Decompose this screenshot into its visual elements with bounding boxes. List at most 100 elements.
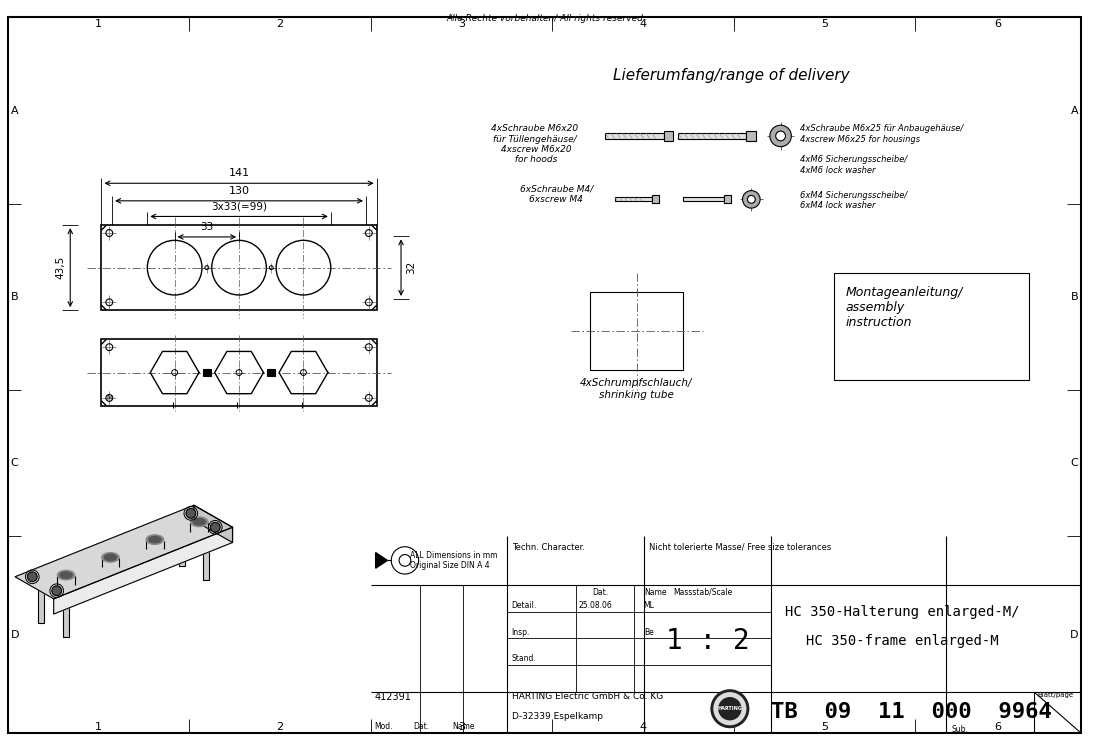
Bar <box>679 133 747 139</box>
Ellipse shape <box>102 553 119 562</box>
Circle shape <box>748 196 756 203</box>
Text: Alle Rechte vorbehalten/ All rights reserved: Alle Rechte vorbehalten/ All rights rese… <box>446 14 643 23</box>
Text: 5: 5 <box>821 19 828 28</box>
Text: B: B <box>1070 292 1078 302</box>
Polygon shape <box>194 506 232 542</box>
Circle shape <box>770 125 791 147</box>
Ellipse shape <box>148 536 162 544</box>
Bar <box>268 369 276 376</box>
Bar <box>38 589 45 622</box>
Bar <box>652 196 658 203</box>
Text: D: D <box>10 629 19 640</box>
Text: A: A <box>11 106 19 116</box>
Text: Techn. Character.: Techn. Character. <box>512 543 585 552</box>
Text: 2: 2 <box>277 722 283 732</box>
Ellipse shape <box>192 518 206 526</box>
Text: 4: 4 <box>639 722 646 732</box>
Text: M: M <box>106 395 113 401</box>
Circle shape <box>51 586 61 596</box>
Text: Massstab/Scale: Massstab/Scale <box>673 588 732 597</box>
Circle shape <box>719 697 741 721</box>
Bar <box>203 369 211 376</box>
Text: 1: 1 <box>95 722 102 732</box>
Text: Name: Name <box>452 722 474 730</box>
Circle shape <box>28 572 37 582</box>
Bar <box>203 546 210 580</box>
Text: 141: 141 <box>229 169 250 178</box>
Ellipse shape <box>146 535 164 544</box>
Text: C: C <box>11 458 19 468</box>
Text: HARTING: HARTING <box>718 706 742 711</box>
Text: 33: 33 <box>200 222 213 232</box>
Text: Nicht tolerierte Masse/ Free size tolerances: Nicht tolerierte Masse/ Free size tolera… <box>648 543 831 552</box>
Text: 1: 1 <box>95 19 102 28</box>
Text: TB  09  11  000  9964: TB 09 11 000 9964 <box>771 702 1051 721</box>
Text: Blatt/page: Blatt/page <box>1037 692 1074 698</box>
Text: A: A <box>1070 106 1078 116</box>
Text: Sub.: Sub. <box>951 724 969 734</box>
Text: ML: ML <box>644 601 654 610</box>
Circle shape <box>742 190 760 208</box>
Text: Name: Name <box>644 588 667 597</box>
Bar <box>835 272 1029 380</box>
Text: Be: Be <box>644 628 654 637</box>
Text: 1 : 2: 1 : 2 <box>665 628 749 656</box>
Polygon shape <box>54 527 232 614</box>
Text: 4: 4 <box>639 19 646 28</box>
Text: 3x33(=99): 3x33(=99) <box>211 202 267 211</box>
Circle shape <box>186 509 195 518</box>
Text: 25.08.06: 25.08.06 <box>578 601 612 610</box>
Text: 3: 3 <box>458 722 465 732</box>
Text: 130: 130 <box>229 186 250 196</box>
Ellipse shape <box>191 517 208 526</box>
Bar <box>724 196 731 203</box>
Circle shape <box>776 131 786 141</box>
Text: 43,5: 43,5 <box>56 256 66 279</box>
Text: Lieferumfang/range of delivery: Lieferumfang/range of delivery <box>614 68 850 83</box>
Text: 2: 2 <box>277 19 283 28</box>
Bar <box>664 131 673 141</box>
Bar <box>62 602 68 637</box>
Text: 6xM4 Sicherungsscheibe/
6xM4 lock washer: 6xM4 Sicherungsscheibe/ 6xM4 lock washer <box>800 190 907 210</box>
Text: Dat.: Dat. <box>413 722 430 730</box>
Bar <box>605 133 664 139</box>
Polygon shape <box>15 506 232 598</box>
Text: HARTING Electric GmbH & Co. KG: HARTING Electric GmbH & Co. KG <box>512 692 664 701</box>
Text: B: B <box>11 292 19 302</box>
Polygon shape <box>376 553 387 568</box>
Text: 4xSchraube M6x25 für Anbaugehäuse/
4xscrew M6x25 for housings: 4xSchraube M6x25 für Anbaugehäuse/ 4xscr… <box>800 124 963 144</box>
Text: 3: 3 <box>458 19 465 28</box>
Bar <box>590 292 683 370</box>
Bar <box>683 197 724 201</box>
Bar <box>179 532 185 566</box>
Text: Detail.: Detail. <box>511 601 537 610</box>
Text: 412391: 412391 <box>375 692 412 702</box>
Text: D: D <box>1070 629 1078 640</box>
Text: Insp.: Insp. <box>511 628 530 637</box>
Circle shape <box>711 689 749 728</box>
Text: HC 350-frame enlarged-M: HC 350-frame enlarged-M <box>806 634 999 649</box>
Text: D-32339 Espelkamp: D-32339 Espelkamp <box>512 712 604 721</box>
Circle shape <box>211 523 220 532</box>
Ellipse shape <box>57 570 75 580</box>
Text: 6: 6 <box>994 722 1002 732</box>
Text: C: C <box>1070 458 1078 468</box>
Text: 4xSchraube M6x20
für Tüllengehäuse/
 4xscrew M6x20
 for hoods: 4xSchraube M6x20 für Tüllengehäuse/ 4xsc… <box>491 124 578 164</box>
Bar <box>102 225 376 310</box>
Text: 6: 6 <box>994 19 1002 28</box>
Text: Mod.: Mod. <box>375 722 393 730</box>
Text: 4xSchrumpfschlauch/
shrinking tube: 4xSchrumpfschlauch/ shrinking tube <box>580 378 692 400</box>
Ellipse shape <box>104 554 117 561</box>
Bar <box>102 340 376 406</box>
Text: Dat.: Dat. <box>591 588 608 597</box>
Text: 6xSchraube M4/
6xscrew M4: 6xSchraube M4/ 6xscrew M4 <box>520 184 593 204</box>
Ellipse shape <box>59 572 73 579</box>
Circle shape <box>713 692 747 725</box>
Text: Montageanleitung/
assembly
instruction: Montageanleitung/ assembly instruction <box>846 286 963 329</box>
Text: 4xM6 Sicherungsscheibe/
4xM6 lock washer: 4xM6 Sicherungsscheibe/ 4xM6 lock washer <box>800 155 907 175</box>
Text: HC 350-Halterung enlarged-M/: HC 350-Halterung enlarged-M/ <box>786 605 1020 619</box>
Bar <box>747 131 757 141</box>
Text: 5: 5 <box>821 722 828 732</box>
Text: ALL Dimensions in mm
Original Size DIN A 4: ALL Dimensions in mm Original Size DIN A… <box>410 550 498 570</box>
Text: Stand.: Stand. <box>511 654 536 663</box>
